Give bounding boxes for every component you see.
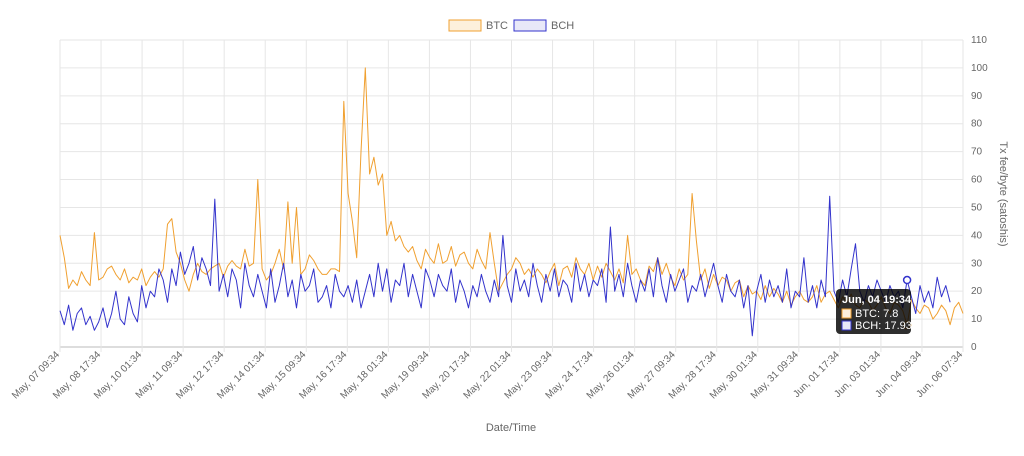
y-tick-label: 100 — [971, 63, 988, 74]
legend-swatch-bch — [513, 19, 547, 32]
y-tick-label: 20 — [971, 286, 983, 297]
legend-swatch-btc — [448, 19, 482, 32]
x-axis-title: Date/Time — [486, 422, 536, 434]
y-tick-label: 50 — [971, 202, 983, 213]
y-tick-label: 30 — [971, 258, 983, 269]
legend-item-bch[interactable]: BCH — [513, 19, 574, 32]
y-tick-label: 90 — [971, 91, 983, 102]
chart-legend: BTC BCH — [448, 19, 574, 32]
tooltip-title: Jun, 04 19:34 — [842, 294, 912, 306]
y-tick-label: 10 — [971, 314, 983, 325]
tooltip-line-bch: BCH: 17.93 — [855, 320, 912, 332]
chart-tooltip: Jun, 04 19:34 BTC: 7.8 BCH: 17.93 — [836, 289, 912, 334]
series-line-bch — [59, 195, 951, 337]
tooltip-swatch-bch — [841, 320, 852, 331]
y-tick-label: 70 — [971, 147, 983, 158]
y-tick-label: 0 — [971, 342, 977, 353]
y-axis-ticks: 0 10 20 30 40 50 60 70 80 90 100 110 — [971, 35, 988, 353]
legend-label-btc: BTC — [486, 20, 508, 32]
y-tick-label: 40 — [971, 230, 983, 241]
y-tick-label: 110 — [971, 35, 987, 46]
series-line-btc — [59, 67, 964, 326]
y-tick-label: 80 — [971, 119, 983, 130]
tooltip-line-btc: BTC: 7.8 — [855, 308, 898, 320]
hover-point-bch[interactable] — [902, 275, 912, 285]
legend-label-bch: BCH — [551, 20, 574, 32]
chart-grid — [59, 39, 964, 352]
y-axis-title: Tx fee/byte (satoshis) — [997, 141, 1009, 246]
tooltip-box — [836, 289, 911, 334]
legend-item-btc[interactable]: BTC — [448, 19, 508, 32]
y-tick-label: 60 — [971, 175, 983, 186]
tooltip-swatch-btc — [841, 308, 852, 319]
